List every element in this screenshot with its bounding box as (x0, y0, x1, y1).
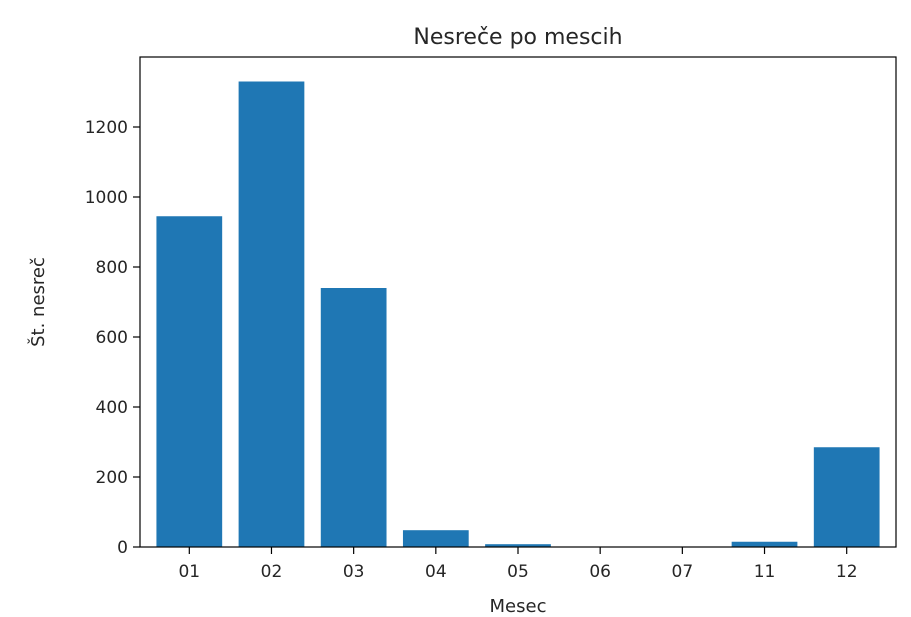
x-tick-label: 06 (589, 562, 611, 582)
x-axis: 01 02 03 04 05 06 07 11 12 (178, 547, 858, 582)
y-tick-label: 800 (96, 258, 128, 278)
x-axis-label: Mesec (490, 596, 547, 617)
x-tick-label: 02 (261, 562, 283, 582)
y-tick-label: 0 (117, 538, 128, 558)
bars-group (156, 81, 880, 547)
y-axis-label: Št. nesreč (27, 257, 49, 347)
bar-03 (320, 288, 387, 547)
bar-01 (156, 216, 223, 547)
x-tick-label: 04 (425, 562, 447, 582)
x-tick-label: 12 (836, 562, 858, 582)
x-tick-label: 01 (178, 562, 200, 582)
y-axis: 0 200 400 600 800 1000 1200 (85, 118, 140, 558)
chart-title: Nesreče po mescih (413, 25, 622, 50)
y-tick-label: 200 (96, 468, 128, 488)
bar-05 (485, 544, 551, 547)
y-tick-label: 1000 (85, 188, 128, 208)
x-tick-label: 11 (754, 562, 776, 582)
y-tick-label: 400 (96, 398, 128, 418)
y-tick-label: 1200 (85, 118, 128, 138)
x-tick-label: 05 (507, 562, 529, 582)
bar-11 (731, 541, 798, 547)
bar-12 (813, 447, 880, 547)
x-tick-label: 03 (343, 562, 365, 582)
bar-04 (402, 530, 469, 547)
bar-02 (238, 81, 305, 547)
x-tick-label: 07 (672, 562, 694, 582)
y-tick-label: 600 (96, 328, 128, 348)
